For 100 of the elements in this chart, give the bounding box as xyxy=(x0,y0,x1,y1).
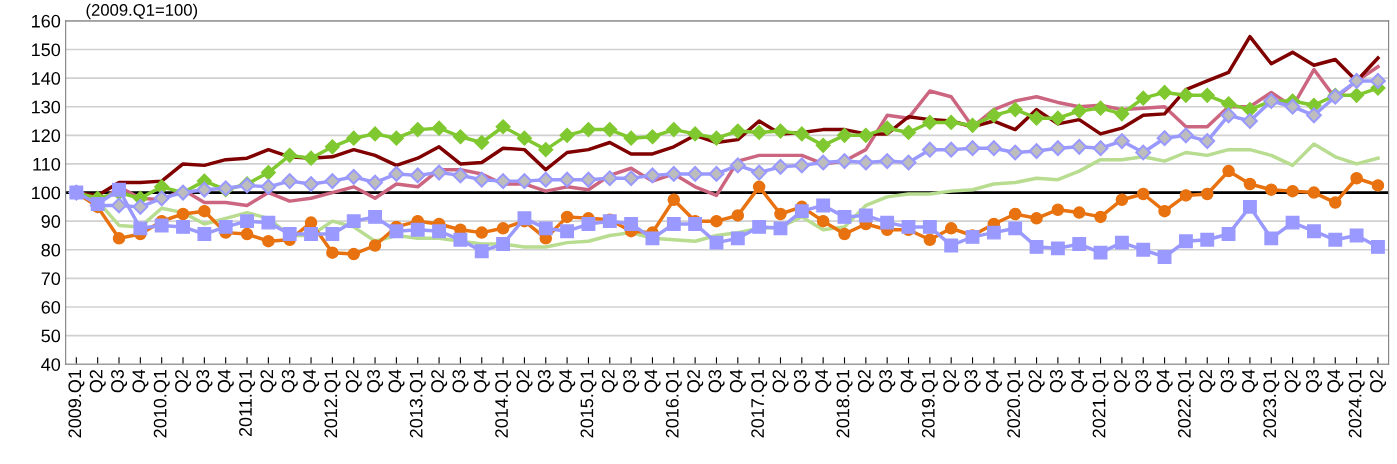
x-tick-label: Q3 xyxy=(1220,369,1237,393)
x-tick-label: 2009.Q1 xyxy=(68,369,85,438)
point xyxy=(1286,184,1299,198)
x-tick-label: Q4 xyxy=(985,369,1002,393)
x-tick-label: 2023.Q1 xyxy=(1263,369,1280,438)
y-tick-label: 60 xyxy=(41,300,61,314)
x-tick-label: Q4 xyxy=(1241,369,1258,393)
x-tick-label: Q3 xyxy=(452,369,469,393)
x-tick-label: Q3 xyxy=(1306,369,1323,393)
x-tick-label: Q3 xyxy=(1049,369,1066,393)
point xyxy=(1329,196,1342,209)
x-tick-label: Q2 xyxy=(89,370,106,393)
point xyxy=(1136,187,1150,201)
x-tick-label: Q2 xyxy=(431,370,448,393)
point xyxy=(475,226,489,239)
point xyxy=(816,214,830,228)
point xyxy=(1179,189,1193,202)
x-tick-label: Q4 xyxy=(559,369,576,393)
x-tick-label: 2013.Q1 xyxy=(409,369,426,438)
x-tick-label: 2012.Q1 xyxy=(324,369,341,438)
x-tick-label: Q3 xyxy=(111,369,128,393)
point xyxy=(1307,186,1321,199)
x-tick-label: Q2 xyxy=(1284,370,1301,393)
point xyxy=(710,214,723,228)
x-tick-label: Q3 xyxy=(623,369,640,393)
point xyxy=(240,227,254,241)
point xyxy=(1158,204,1171,218)
point xyxy=(368,239,382,252)
point xyxy=(1243,177,1257,191)
x-tick-label: 2017.Q1 xyxy=(751,369,768,438)
x-tick-label: Q2 xyxy=(943,370,960,393)
x-tick-label: 2014.Q1 xyxy=(495,369,512,438)
x-tick-label: Q4 xyxy=(1071,369,1088,393)
x-tick-label: 2018.Q1 xyxy=(836,369,853,438)
point xyxy=(923,233,937,247)
y-tick-label: 100 xyxy=(32,186,61,200)
point xyxy=(112,232,126,245)
x-tick-label: Q2 xyxy=(601,370,618,393)
y-tick-label: 50 xyxy=(41,329,61,343)
y-tick-label: 130 xyxy=(32,100,61,114)
x-tick-label: Q4 xyxy=(900,369,917,393)
y-tick-label: 150 xyxy=(32,43,61,57)
x-tick-label: Q3 xyxy=(1135,369,1152,393)
x-tick-label: 2010.Q1 xyxy=(153,369,170,438)
point xyxy=(1008,207,1022,221)
x-tick-label: Q4 xyxy=(729,369,746,393)
x-tick-label: Q4 xyxy=(473,369,490,393)
x-tick-label: Q3 xyxy=(708,369,725,393)
point xyxy=(496,222,510,235)
x-tick-label: Q2 xyxy=(260,370,277,393)
x-tick-label: 2020.Q1 xyxy=(1007,369,1024,438)
x-tick-label: Q2 xyxy=(1370,370,1387,393)
x-tick-label: 2022.Q1 xyxy=(1177,369,1194,438)
point xyxy=(1265,183,1278,196)
x-tick-label: Q3 xyxy=(793,369,810,393)
x-tick-label: Q3 xyxy=(281,369,298,393)
point xyxy=(774,207,787,221)
x-tick-label: Q3 xyxy=(879,369,896,393)
x-tick-label: Q3 xyxy=(537,369,554,393)
x-tick-label: Q4 xyxy=(1156,369,1173,393)
point xyxy=(262,234,275,248)
point xyxy=(1072,206,1086,219)
point xyxy=(1350,172,1363,185)
y-tick-label: 40 xyxy=(41,358,61,371)
x-tick-label: Q4 xyxy=(815,369,832,393)
y-tick-label: 140 xyxy=(32,72,61,85)
point xyxy=(198,204,211,218)
x-tick-label: Q2 xyxy=(516,370,533,393)
point xyxy=(347,247,360,261)
point xyxy=(1222,164,1235,178)
point xyxy=(667,193,681,206)
point xyxy=(1030,212,1043,225)
x-tick-label: 2011.Q1 xyxy=(239,369,256,437)
x-tick-label: Q3 xyxy=(964,369,981,393)
y-tick-label: 80 xyxy=(41,243,61,257)
x-tick-label: 2024.Q1 xyxy=(1348,369,1365,438)
y-tick-label: 70 xyxy=(41,272,61,286)
x-tick-label: Q4 xyxy=(303,369,320,393)
point xyxy=(838,227,851,241)
x-tick-label: Q4 xyxy=(1327,369,1344,393)
point xyxy=(752,180,766,194)
x-tick-label: 2019.Q1 xyxy=(921,369,938,438)
point xyxy=(560,210,574,224)
x-tick-label: Q2 xyxy=(857,370,874,393)
x-tick-label: Q2 xyxy=(345,370,362,393)
point xyxy=(1115,193,1129,206)
x-tick-label: 2016.Q1 xyxy=(665,369,682,438)
x-tick-label: Q2 xyxy=(1113,370,1130,393)
y-tick-label: 120 xyxy=(32,129,61,143)
point xyxy=(176,207,190,221)
x-tick-label: Q2 xyxy=(1199,370,1216,393)
x-tick-label: Q4 xyxy=(644,369,661,393)
point xyxy=(1371,179,1385,192)
x-tick-label: Q3 xyxy=(367,369,384,393)
x-tick-label: Q3 xyxy=(196,369,213,393)
x-tick-label: Q4 xyxy=(388,369,405,393)
x-tick-label: 2021.Q1 xyxy=(1092,369,1109,438)
x-tick-label: Q4 xyxy=(132,369,149,393)
point xyxy=(326,246,339,259)
x-tick-label: Q2 xyxy=(1028,370,1045,393)
